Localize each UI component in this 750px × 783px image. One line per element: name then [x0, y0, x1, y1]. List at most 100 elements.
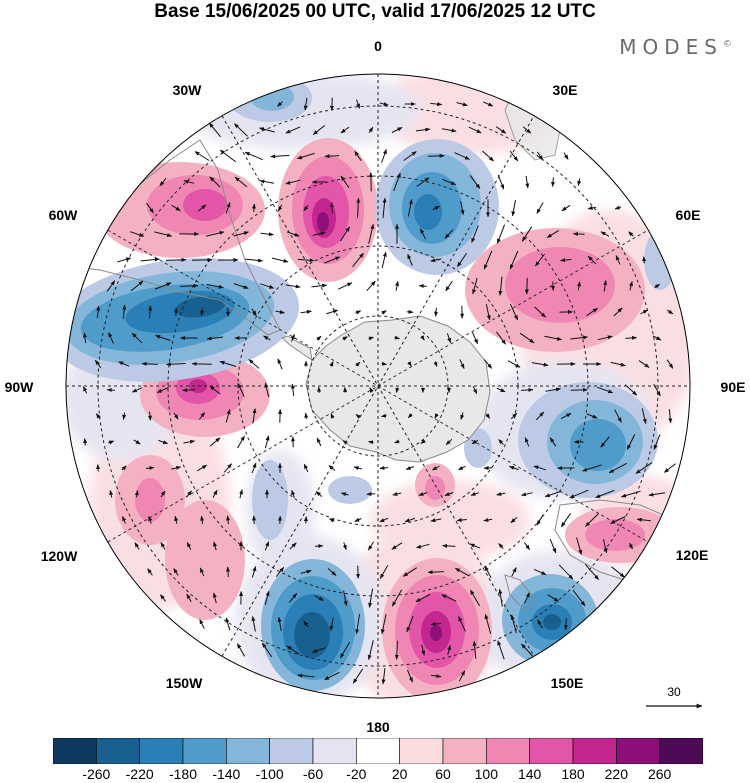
wind-arrow	[485, 303, 491, 321]
wind-arrow	[147, 568, 153, 576]
wind-arrow	[285, 126, 301, 134]
wind-arrow	[263, 335, 271, 341]
wind-arrow	[482, 150, 494, 162]
wind-arrow	[82, 332, 87, 344]
wind-arrow	[458, 670, 466, 682]
colorbar-tick-label: 180	[561, 766, 585, 782]
wind-arrow	[577, 178, 582, 186]
wind-arrow	[219, 360, 237, 367]
wind-arrow	[652, 335, 662, 341]
wind-arrow	[366, 280, 376, 292]
wind-arrow	[430, 102, 443, 107]
wind-arrow	[534, 306, 546, 318]
wind-arrow	[303, 620, 309, 628]
wind-arrow	[406, 616, 414, 633]
colorbar-swatch	[356, 738, 400, 764]
wind-arrow	[402, 567, 417, 577]
wind-arrow	[206, 283, 224, 289]
wind-arrow	[525, 175, 530, 189]
wind-arrow	[498, 588, 503, 607]
wind-arrow	[342, 542, 347, 551]
wind-arrow	[427, 570, 444, 575]
wind-arrow	[304, 412, 309, 419]
wind-arrow	[226, 515, 231, 525]
wind-arrow	[407, 199, 413, 217]
wind-arrow	[312, 231, 326, 236]
wind-arrow	[381, 149, 387, 163]
wind-arrow	[233, 283, 249, 289]
wind-arrow	[654, 283, 661, 289]
wind-arrow	[324, 671, 340, 681]
wind-arrow	[484, 613, 492, 634]
wind-arrow	[171, 465, 182, 470]
wind-arrow	[237, 435, 245, 449]
wind-arrow	[251, 566, 257, 578]
wind-arrow	[403, 151, 417, 161]
modes-logo: MODES©	[619, 35, 732, 59]
wind-arrow	[419, 228, 427, 240]
colorbar-tick-label: -100	[255, 766, 284, 782]
wind-arrow	[615, 255, 621, 265]
wind-arrow	[303, 204, 309, 212]
wind-arrow	[339, 641, 351, 659]
colorbar-swatch	[442, 738, 487, 764]
wind-arrow	[558, 564, 574, 580]
wind-arrow	[303, 97, 308, 111]
lon-label-120e: 120E	[675, 547, 709, 563]
wind-arrow	[603, 280, 608, 292]
wind-arrow	[498, 439, 504, 445]
wind-arrow	[251, 462, 257, 474]
wind-arrow	[444, 492, 454, 496]
wind-arrow	[600, 231, 610, 237]
negative-anomaly-nw-top	[228, 74, 312, 122]
wind-arrow	[245, 258, 264, 263]
wind-arrow	[441, 128, 457, 133]
wind-arrow	[340, 175, 350, 189]
wind-arrow	[431, 674, 442, 679]
wind-arrow	[131, 332, 143, 344]
wind-arrow	[614, 205, 622, 210]
wind-arrow	[560, 412, 572, 420]
wind-arrow	[343, 590, 348, 606]
wind-arrow	[521, 387, 534, 392]
meridians	[66, 74, 690, 698]
wind-arrow	[560, 512, 572, 528]
wind-arrow	[416, 543, 430, 549]
wind-arrow	[355, 310, 362, 315]
wind-arrow	[155, 335, 171, 341]
wind-arrow	[133, 439, 141, 445]
wind-arrow	[445, 438, 453, 446]
wind-arrow	[418, 284, 427, 289]
wind-arrow	[368, 588, 374, 608]
wind-arrow	[354, 517, 362, 522]
wind-arrow	[328, 465, 336, 471]
lon-label-180: 180	[366, 719, 390, 735]
colorbar-swatch	[312, 738, 357, 764]
wind-arrow	[394, 640, 399, 660]
wind-arrow	[521, 226, 533, 242]
wind-arrow	[369, 387, 374, 393]
wind-arrow	[122, 515, 127, 524]
wind-arrow	[82, 386, 88, 394]
wind-arrow	[405, 465, 415, 470]
wind-arrow	[561, 204, 571, 212]
wind-arrow	[510, 516, 518, 524]
lon-label-0: 0	[374, 38, 382, 54]
wind-arrow	[430, 622, 441, 627]
wind-arrow	[141, 361, 158, 366]
wind-arrow	[329, 202, 334, 214]
colorbar-tick-label: 20	[391, 766, 408, 782]
wind-arrow	[259, 127, 275, 133]
wind-arrow	[431, 465, 440, 471]
wind-arrow	[191, 361, 212, 366]
wind-arrow	[434, 307, 439, 317]
wind-arrow	[122, 412, 127, 420]
lon-label-30w: 30W	[172, 82, 202, 98]
colorbar-tick-label: 220	[604, 766, 629, 782]
wind-arrow	[407, 669, 413, 683]
colorbar-swatch	[616, 738, 660, 764]
colorbar	[53, 738, 703, 764]
wind-arrow	[234, 123, 248, 137]
wind-arrow	[367, 541, 375, 551]
wind-arrow	[447, 644, 452, 655]
